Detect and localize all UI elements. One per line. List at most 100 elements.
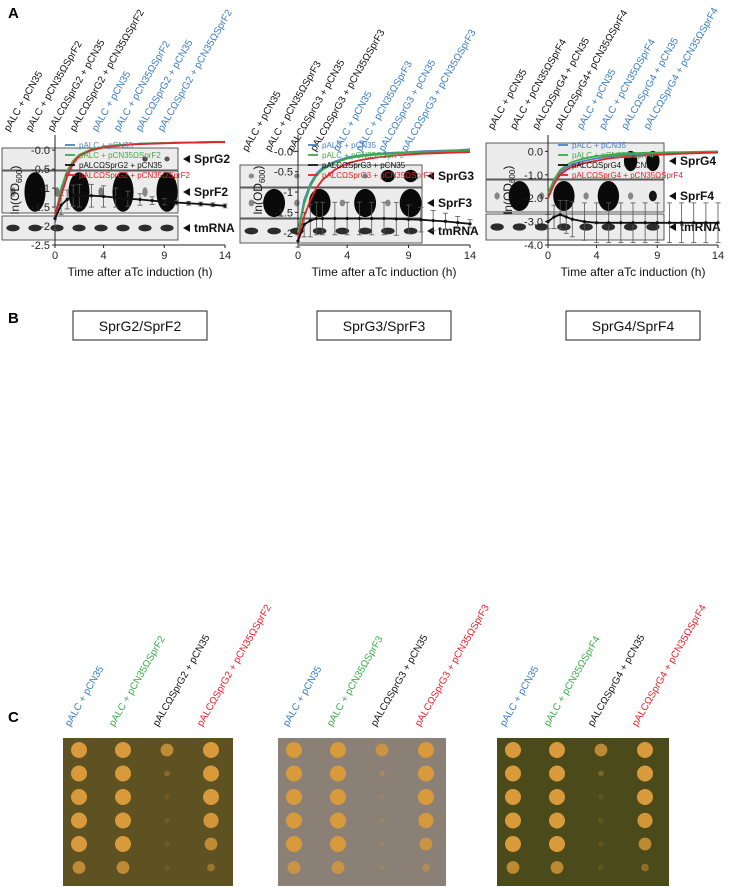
colony-spot (594, 743, 608, 757)
point (570, 217, 574, 221)
colony-spot (72, 861, 86, 874)
blot-band (263, 188, 286, 218)
colony-spot (71, 836, 87, 852)
colony-spot (506, 861, 520, 874)
legend-label: pALC + pCN35ΩSprF4 (572, 151, 654, 160)
blot-band (538, 192, 545, 200)
point (162, 200, 166, 204)
point (186, 201, 191, 205)
colony-spot (598, 794, 604, 800)
pointer-arrow (669, 192, 676, 200)
y-tick-label: -0.0 (274, 146, 293, 158)
strain-label: pALCΩSprG2 + pCN35ΩSprF2 (195, 603, 274, 729)
chart-title-box (565, 310, 701, 341)
colony-spot (379, 841, 385, 847)
point (345, 216, 349, 221)
series-line (297, 149, 471, 233)
point (357, 216, 362, 221)
colony-spot (164, 817, 170, 824)
colony-spot (115, 836, 131, 852)
blot-band (28, 224, 42, 232)
blot-band (403, 169, 418, 183)
colony-spot (115, 765, 131, 782)
colony-spot (286, 742, 302, 758)
blot-band (403, 227, 418, 235)
colony-spot (203, 789, 219, 805)
blot-band (6, 224, 20, 232)
blot-band (267, 227, 281, 235)
colony-spot (598, 770, 604, 777)
legend-label: pALC + pCN35ΩSprF2 (79, 151, 161, 160)
pointer-arrow (183, 224, 190, 232)
colony-spot (419, 837, 433, 851)
y-tick-label: -0.5 (31, 164, 50, 176)
colony-spot (115, 742, 131, 758)
colony-spot (379, 817, 385, 824)
agar-plate (497, 738, 669, 886)
x-tick-label: 0 (545, 250, 551, 262)
x-axis-label: Time after aTc induction (h) (561, 265, 706, 279)
colony-spot (330, 765, 346, 782)
blot-band (553, 180, 575, 212)
y-tick-label: -0.0 (31, 145, 50, 157)
blot-band (24, 172, 46, 212)
colony-spot (160, 743, 174, 757)
colony-spot (164, 864, 170, 871)
chart-title-box (72, 310, 208, 341)
y-tick-label: 0.0 (528, 146, 543, 158)
x-tick-label: 9 (654, 250, 660, 262)
point (431, 218, 435, 223)
series-line (547, 150, 719, 194)
point (59, 203, 63, 207)
strain-label: pALC + pCN35 (63, 664, 107, 728)
colony-spot (505, 836, 521, 852)
probe-label: SprF2 (194, 185, 228, 199)
colony-spot (505, 812, 521, 829)
colony-spot (549, 812, 565, 829)
point (382, 216, 386, 221)
blot-strip (239, 218, 423, 244)
agar-plate (278, 738, 446, 886)
x-tick-label: 14 (712, 250, 724, 262)
blot-band (112, 172, 134, 212)
y-axis-label: ln(OD600) (251, 166, 267, 215)
probe-label: tmRNA (438, 224, 479, 238)
y-tick-label: -0.5 (274, 167, 293, 179)
chart-title: SprG2/SprF2 (99, 318, 182, 334)
point (320, 216, 325, 221)
colony-spot (549, 836, 565, 852)
chart-title-box (316, 310, 452, 341)
point (456, 220, 460, 225)
y-label-close: ) (501, 166, 515, 170)
colony-spot (418, 742, 434, 758)
panel-label: B (8, 310, 19, 327)
colony-spot (116, 861, 130, 874)
blot-band (72, 224, 86, 232)
point (419, 218, 423, 222)
y-label-text: ln(OD (8, 183, 22, 215)
point (679, 221, 684, 225)
colony-spot (286, 812, 302, 829)
colony-spot (286, 789, 302, 805)
probe-label: tmRNA (194, 221, 235, 235)
colony-spot (71, 789, 87, 805)
y-tick-label: -1 (40, 183, 50, 195)
colony-spot (598, 864, 604, 871)
blot-band (116, 224, 130, 232)
colony-spot (637, 742, 653, 758)
point (716, 221, 720, 225)
point (89, 194, 94, 198)
colony-spot (71, 742, 87, 758)
colony-spot (598, 841, 604, 847)
blot-band (248, 173, 255, 179)
point (607, 221, 611, 225)
blot-band (354, 188, 377, 218)
point (631, 221, 635, 225)
point (302, 223, 306, 227)
y-tick-label: -3.0 (524, 217, 543, 229)
colony-spot (203, 742, 219, 758)
y-label-close: ) (251, 166, 265, 170)
x-tick-label: 9 (406, 250, 412, 262)
colony-spot (203, 765, 219, 782)
colony-spot (505, 765, 521, 782)
